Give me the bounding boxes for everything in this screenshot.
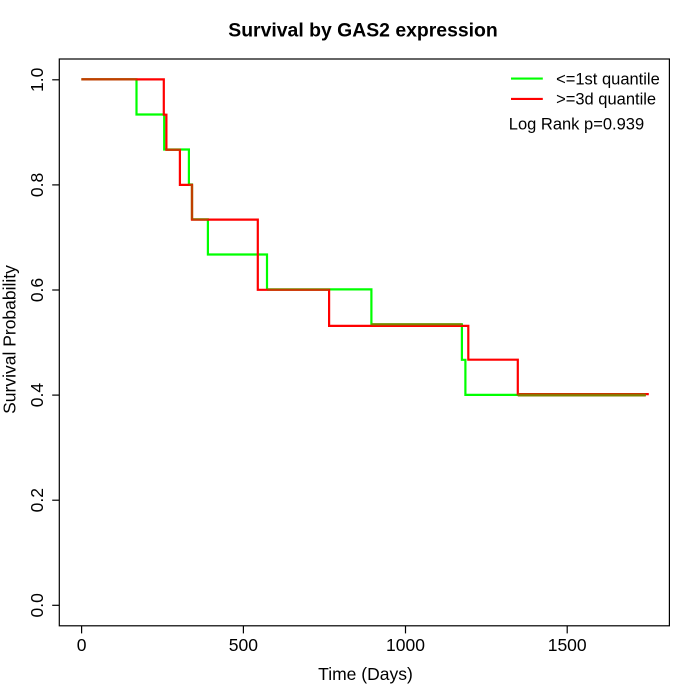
svg-text:1000: 1000 — [386, 635, 425, 655]
svg-text:0.8: 0.8 — [27, 173, 47, 197]
svg-text:0.6: 0.6 — [27, 278, 47, 302]
svg-text:1.0: 1.0 — [27, 67, 47, 92]
svg-text:<=1st quantile: <=1st quantile — [556, 70, 660, 88]
svg-text:Log Rank p=0.939: Log Rank p=0.939 — [509, 116, 644, 134]
svg-text:Survival Probability: Survival Probability — [0, 265, 20, 414]
svg-text:500: 500 — [229, 635, 258, 655]
svg-text:0.4: 0.4 — [27, 383, 47, 408]
svg-text:0.2: 0.2 — [27, 488, 47, 512]
svg-text:0.0: 0.0 — [27, 593, 47, 618]
svg-text:1500: 1500 — [548, 635, 587, 655]
svg-text:0: 0 — [77, 635, 87, 655]
svg-text:>=3d quantile: >=3d quantile — [556, 91, 656, 109]
svg-text:Survival by GAS2 expression: Survival by GAS2 expression — [228, 19, 497, 41]
svg-text:Time (Days): Time (Days) — [318, 664, 413, 684]
